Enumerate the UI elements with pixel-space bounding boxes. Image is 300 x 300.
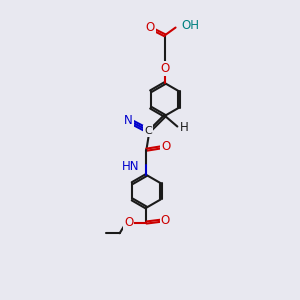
Text: O: O bbox=[160, 62, 170, 75]
Text: O: O bbox=[160, 214, 170, 227]
Text: H: H bbox=[180, 121, 189, 134]
Text: OH: OH bbox=[181, 19, 199, 32]
Text: N: N bbox=[124, 114, 133, 127]
Text: O: O bbox=[124, 216, 134, 229]
Text: O: O bbox=[161, 140, 170, 153]
Text: C: C bbox=[144, 126, 152, 136]
Text: HN: HN bbox=[122, 160, 139, 173]
Text: O: O bbox=[146, 21, 154, 34]
